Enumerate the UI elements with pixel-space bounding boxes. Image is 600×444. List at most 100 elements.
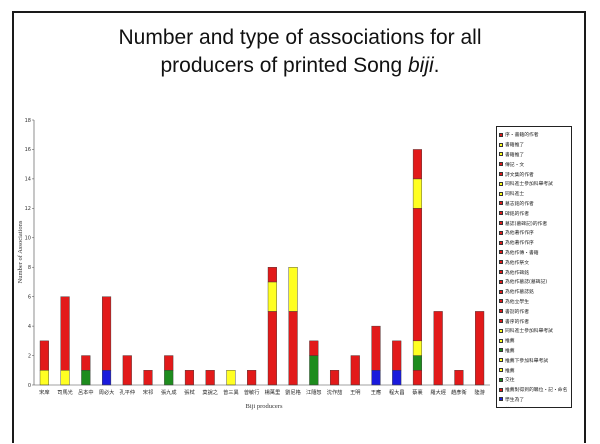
legend-item: 墓誌銘的作者	[499, 404, 569, 408]
legend-item: 為他作墓誌(墓碑記)	[499, 277, 569, 287]
legend-item: 書籍推了	[499, 140, 569, 150]
legend-item: 同科進士	[499, 189, 569, 199]
y-tick-label: 6	[28, 294, 31, 300]
x-category-label: 曾三異	[223, 388, 239, 396]
legend-item: 為他著作作序	[499, 238, 569, 248]
legend-swatch	[499, 132, 503, 137]
legend-label: 為他著作作序	[505, 241, 534, 247]
bar-segment	[392, 340, 402, 371]
legend-label: 墓誌銘的作者	[505, 406, 534, 407]
legend-item: 學生為了	[499, 395, 569, 405]
bar-segment	[60, 296, 70, 371]
x-category-label: 王明	[350, 389, 360, 396]
legend-label: 推薦	[505, 348, 515, 354]
legend-item: 推薦下參加科舉考試	[499, 355, 569, 365]
legend-item: 推薦	[499, 336, 569, 346]
legend-swatch	[499, 260, 503, 265]
legend-item: 為他著作作序	[499, 228, 569, 238]
legend-swatch	[499, 299, 503, 304]
x-axis-categories: 宋庠 司馬光 呂本中 周必大 孔平仲 宋祁 張九成 張栻 莫說之 曾三異 曾敏行 楊萬里 劉尼格 江隨恕沈…	[39, 388, 485, 396]
x-category-label: 莫說之	[202, 388, 218, 396]
bar-segment	[205, 370, 215, 386]
legend-label: 推薦	[505, 368, 515, 374]
legend-label: 交往	[505, 378, 515, 384]
legend-swatch	[499, 387, 503, 392]
legend-swatch	[499, 221, 503, 226]
bar-segment	[101, 296, 112, 371]
y-tick-label: 12	[25, 206, 31, 212]
x-category-label: 陸游	[474, 388, 484, 396]
legend-label: 書籍推了	[505, 143, 525, 149]
x-category-label: 江隨恕	[306, 388, 322, 396]
legend-swatch	[499, 142, 503, 147]
x-category-label: 蔡襄	[412, 388, 422, 396]
y-tick-label: 18	[25, 118, 31, 124]
legend-swatch	[499, 201, 503, 206]
legend-label: 同科進士	[505, 192, 525, 198]
legend-item: 同科進士參加科舉考試	[499, 326, 569, 336]
x-category-label: 沈作喆	[327, 388, 343, 396]
legend-swatch	[499, 377, 503, 382]
legend-item: 為他作祭文	[499, 257, 569, 267]
bar-segment	[143, 370, 153, 386]
legend-item: 書劄的作者	[499, 306, 569, 316]
y-tick-label: 10	[25, 236, 31, 242]
bar-segment	[267, 311, 277, 386]
x-category-label: 周必大	[99, 388, 115, 396]
bar-segment	[392, 370, 402, 386]
slide-title: Number and type of associations for all p…	[14, 24, 586, 80]
stacked-bar-chart: 0 2 4 6 8 10 12 14 16 18 宋庠 司馬光 呂本中 周必大 孔平仲 宋祁 張九成 張栻 莫說之…	[17, 118, 490, 410]
bar-segment	[184, 370, 195, 386]
bar-segment	[39, 340, 49, 371]
legend-swatch	[499, 348, 503, 353]
y-tick-label: 2	[28, 353, 31, 359]
chart-figure: 0 2 4 6 8 10 12 14 16 18 宋庠 司馬光 呂本中 周必大 孔平仲 宋祁 張九成 張栻 莫說之…	[14, 112, 572, 412]
legend-item: 為他作碑銘	[499, 267, 569, 277]
legend-label: 為他作傳・書籍	[505, 250, 539, 256]
legend-label: 推薦	[505, 339, 515, 345]
bar-segment	[60, 370, 70, 386]
legend-item: 墓志銘的作者	[499, 199, 569, 209]
legend-item: 書籍推了	[499, 150, 569, 160]
legend-label: 書劄的作者	[505, 309, 529, 315]
legend-swatch	[499, 328, 503, 333]
bar-segment	[247, 370, 257, 386]
bar-segment	[309, 355, 319, 386]
legend-swatch	[499, 289, 503, 294]
x-category-label: 羅大經	[430, 388, 446, 396]
legend-swatch	[499, 230, 503, 235]
legend-label: 序・書籍的作者	[505, 133, 539, 139]
bar-segment	[412, 208, 423, 342]
bar-segment	[412, 370, 423, 386]
bar-segment	[329, 370, 340, 386]
bar-segment	[164, 370, 174, 386]
x-category-label: 趙彥衛	[451, 388, 467, 396]
bar-segment	[226, 370, 236, 386]
legend-item: 墓誌(墓碑記)的作者	[499, 218, 569, 228]
legend-label: 為他作祭文	[505, 260, 529, 266]
title-italic-word: biji	[407, 54, 434, 77]
x-category-label: 曾敏行	[244, 388, 260, 396]
bar-segment	[288, 267, 298, 312]
bar-segment	[412, 178, 423, 209]
bar-segment	[433, 311, 443, 386]
legend-swatch	[499, 181, 503, 186]
x-category-label: 孔平仲	[119, 388, 135, 396]
legend-swatch	[499, 397, 503, 402]
bar-segment	[412, 340, 423, 356]
legend-swatch	[499, 407, 503, 408]
title-line-1: Number and type of associations for all	[118, 26, 482, 49]
y-tick-label: 16	[25, 147, 31, 153]
legend-item: 同科進士參加科舉考試	[499, 179, 569, 189]
bar-segment	[371, 325, 381, 371]
legend-label: 傳記・文	[505, 162, 525, 168]
legend-swatch	[499, 279, 503, 284]
chart-legend: 序・書籍的作者 書籍推了 書籍推了 傳記・文 詩文集的作者 同科進士參加科舉考試 同科進士墓…	[496, 126, 572, 408]
y-tick-label: 0	[28, 383, 31, 389]
x-category-label: 呂本中	[78, 388, 94, 396]
legend-label: 書序的作者	[505, 319, 529, 325]
bar-segment	[267, 267, 277, 283]
legend-label: 推薦下參加科舉考試	[505, 358, 549, 364]
bar-segment	[39, 370, 49, 386]
legend-label: 學生為了	[505, 397, 525, 403]
